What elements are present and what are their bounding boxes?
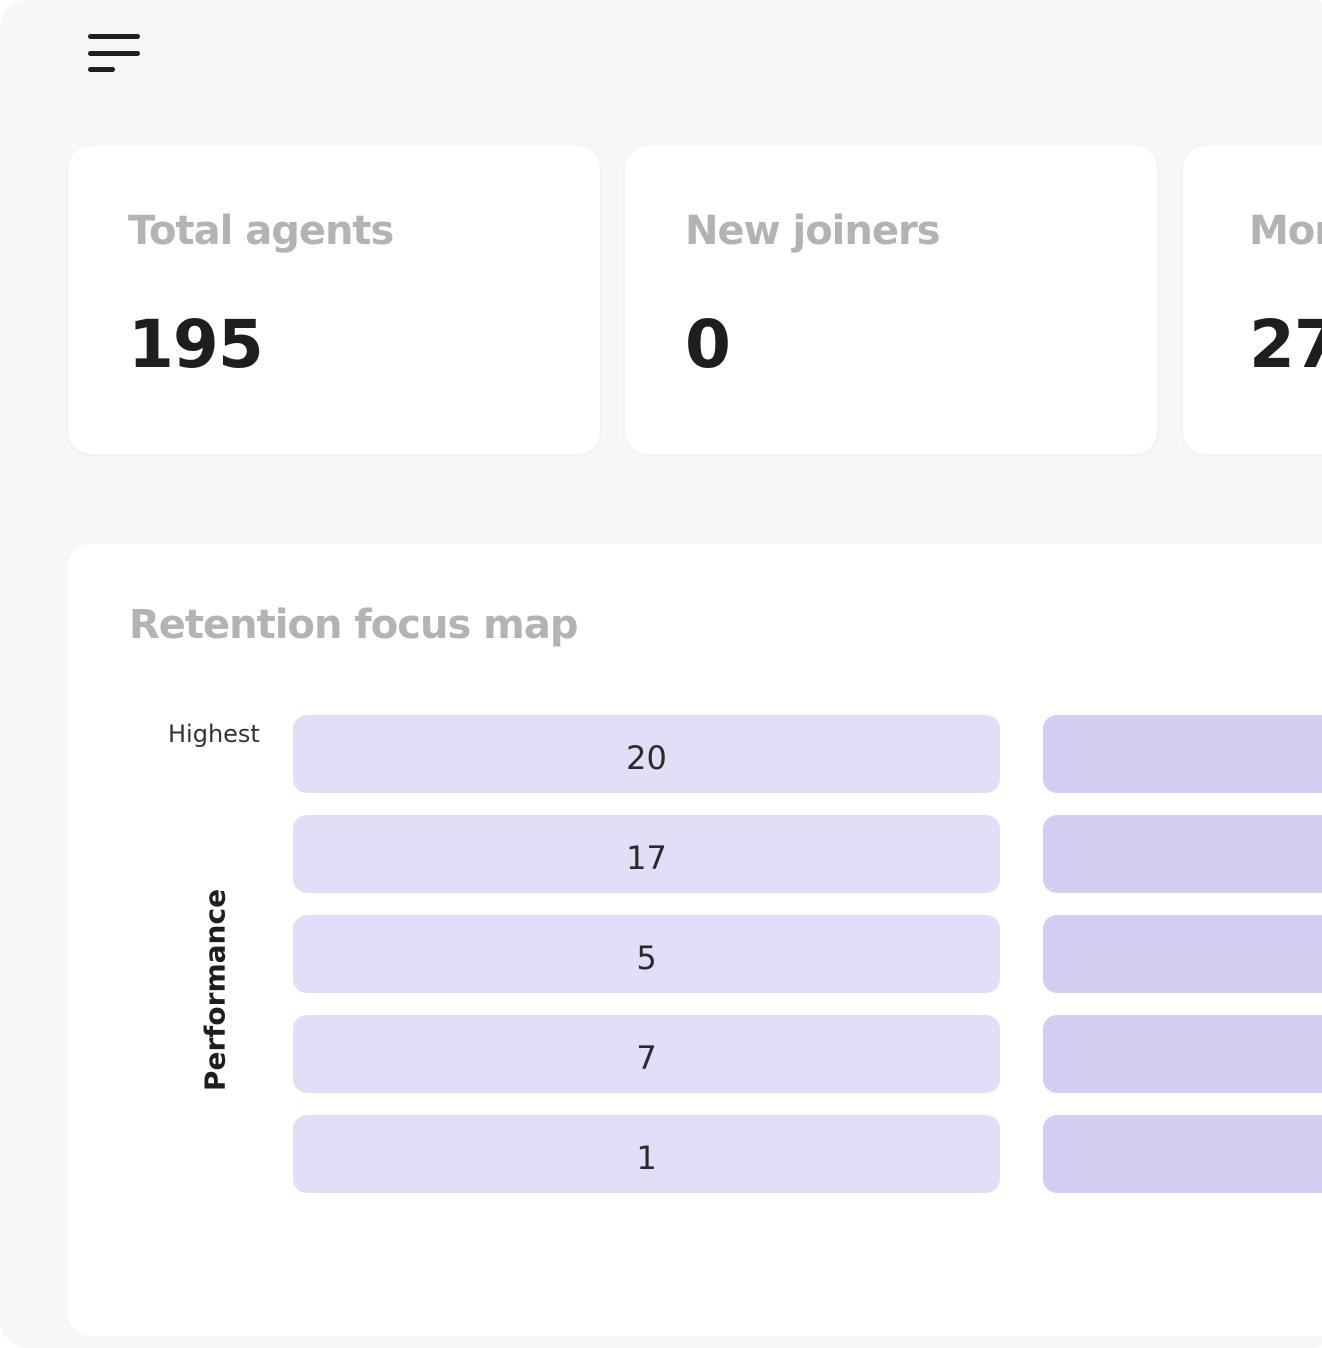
heatmap-cell[interactable] [1043, 815, 1322, 893]
heatmap-cell[interactable] [1043, 1015, 1322, 1093]
y-axis-label: Performance [198, 888, 232, 1092]
axis-top-label: Highest [168, 720, 260, 748]
card-new-joiners: New joiners 0 [625, 146, 1157, 454]
card-label: Mor [1249, 208, 1322, 254]
heatmap-cell[interactable]: 5 [293, 915, 1000, 993]
heatmap-cell[interactable]: 20 [293, 715, 1000, 793]
card-value: 0 [685, 306, 731, 383]
heatmap-cell[interactable] [1043, 915, 1322, 993]
card-third: Mor 27 [1183, 146, 1322, 454]
retention-focus-map: Retention focus map Highest Performance … [68, 544, 1322, 1336]
heatmap-cell[interactable]: 7 [293, 1015, 1000, 1093]
panel-title: Retention focus map [129, 602, 578, 648]
heatmap-cell[interactable] [1043, 1115, 1322, 1193]
card-label: New joiners [685, 208, 941, 254]
card-total-agents: Total agents 195 [68, 146, 600, 454]
heatmap-cell[interactable] [1043, 715, 1322, 793]
card-label: Total agents [128, 208, 394, 254]
heatmap-cell[interactable]: 1 [293, 1115, 1000, 1193]
card-value: 27 [1249, 306, 1322, 383]
card-value: 195 [128, 306, 264, 383]
menu-icon[interactable] [86, 30, 144, 76]
heatmap-cell[interactable]: 17 [293, 815, 1000, 893]
